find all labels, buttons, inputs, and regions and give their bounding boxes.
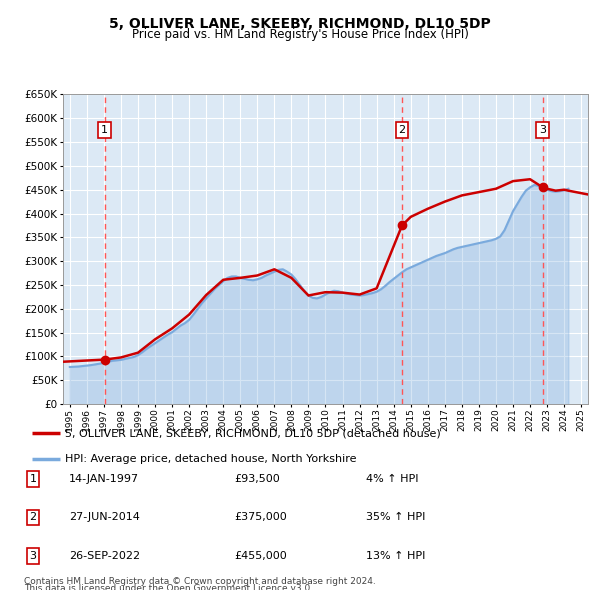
Text: This data is licensed under the Open Government Licence v3.0.: This data is licensed under the Open Gov… — [24, 584, 313, 590]
Text: 5, OLLIVER LANE, SKEEBY, RICHMOND, DL10 5DP: 5, OLLIVER LANE, SKEEBY, RICHMOND, DL10 … — [109, 17, 491, 31]
Text: 27-JUN-2014: 27-JUN-2014 — [69, 513, 140, 522]
Text: £375,000: £375,000 — [234, 513, 287, 522]
Text: 14-JAN-1997: 14-JAN-1997 — [69, 474, 139, 484]
Text: 3: 3 — [29, 551, 37, 560]
Text: 13% ↑ HPI: 13% ↑ HPI — [366, 551, 425, 560]
Text: 35% ↑ HPI: 35% ↑ HPI — [366, 513, 425, 522]
Text: Price paid vs. HM Land Registry's House Price Index (HPI): Price paid vs. HM Land Registry's House … — [131, 28, 469, 41]
Text: 1: 1 — [29, 474, 37, 484]
Text: HPI: Average price, detached house, North Yorkshire: HPI: Average price, detached house, Nort… — [65, 454, 357, 464]
Text: 26-SEP-2022: 26-SEP-2022 — [69, 551, 140, 560]
Text: 1: 1 — [101, 125, 108, 135]
Text: Contains HM Land Registry data © Crown copyright and database right 2024.: Contains HM Land Registry data © Crown c… — [24, 577, 376, 586]
Text: 2: 2 — [29, 513, 37, 522]
Text: 4% ↑ HPI: 4% ↑ HPI — [366, 474, 419, 484]
Text: 5, OLLIVER LANE, SKEEBY, RICHMOND, DL10 5DP (detached house): 5, OLLIVER LANE, SKEEBY, RICHMOND, DL10 … — [65, 428, 441, 438]
Text: 3: 3 — [539, 125, 546, 135]
Text: £93,500: £93,500 — [234, 474, 280, 484]
Text: £455,000: £455,000 — [234, 551, 287, 560]
Text: 2: 2 — [398, 125, 406, 135]
